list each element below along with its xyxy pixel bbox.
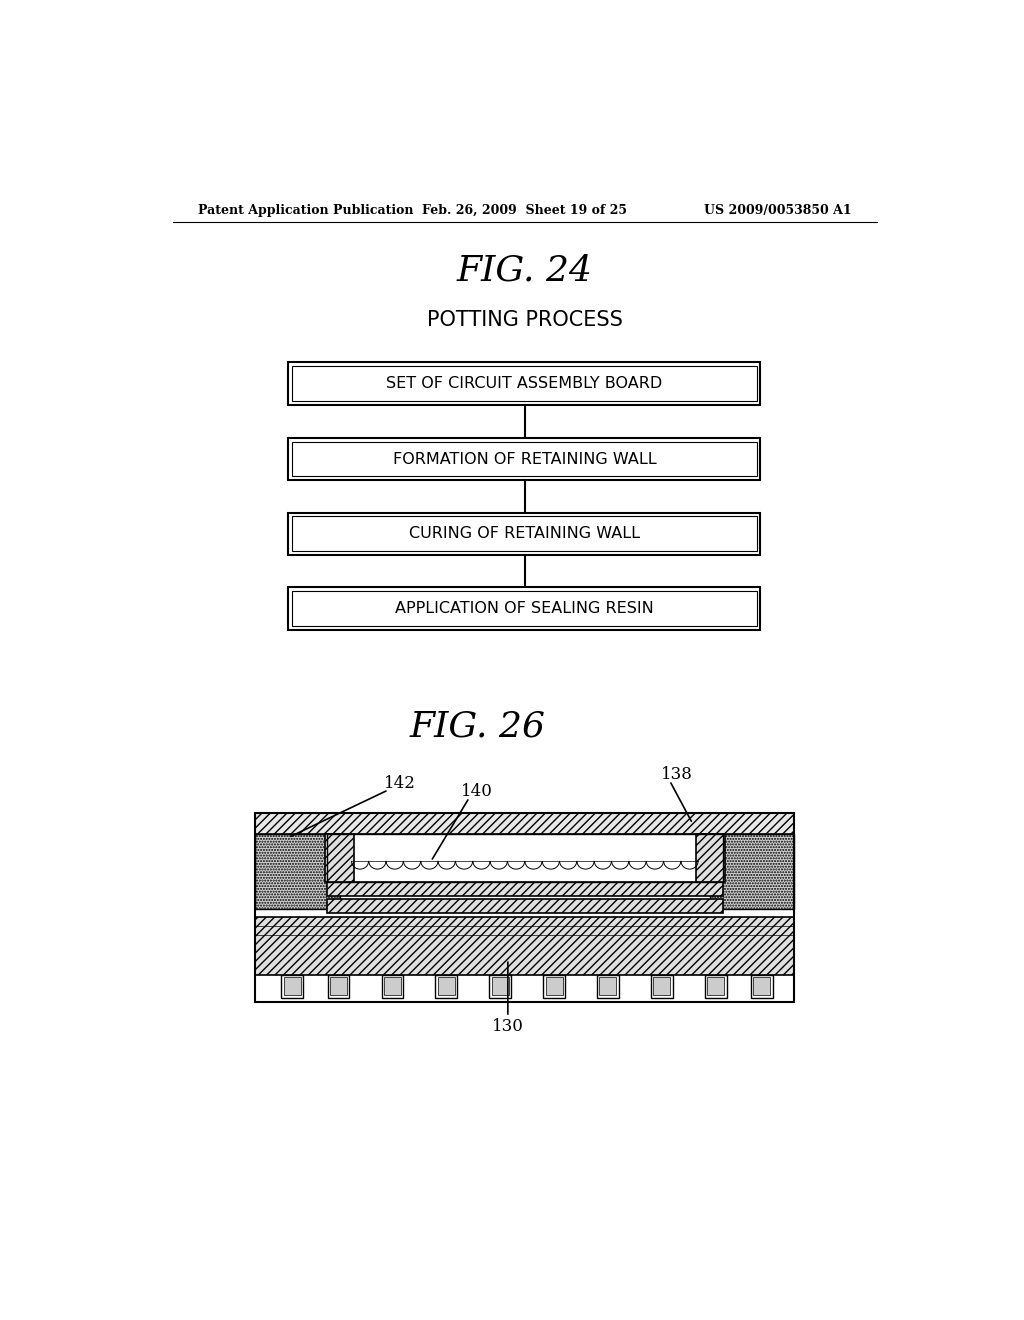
Bar [489,974,511,998]
Text: APPLICATION OF SEALING RESIN: APPLICATION OF SEALING RESIN [395,601,653,616]
Text: 138: 138 [662,766,693,783]
Bar [653,977,671,995]
Text: Patent Application Publication: Patent Application Publication [199,205,414,218]
Bar [289,587,761,630]
Bar [651,974,673,998]
Bar [752,974,773,998]
Bar [544,974,565,998]
Bar [599,977,616,995]
Bar [292,442,757,477]
Bar [492,977,509,995]
Bar [435,974,457,998]
Bar [255,813,795,834]
Bar [327,899,724,913]
Bar [438,977,455,995]
Bar [255,834,340,909]
Text: 140: 140 [461,783,493,800]
Bar [708,977,724,995]
Text: SET OF CIRCUIT ASSEMBLY BOARD: SET OF CIRCUIT ASSEMBLY BOARD [386,376,663,391]
Bar [289,512,761,554]
Text: 142: 142 [384,775,416,792]
Bar [327,834,724,882]
Bar [327,882,724,896]
Text: US 2009/0053850 A1: US 2009/0053850 A1 [703,205,851,218]
Bar [384,977,400,995]
Text: CURING OF RETAINING WALL: CURING OF RETAINING WALL [409,527,640,541]
Text: FIG. 24: FIG. 24 [457,253,593,286]
Bar [710,834,795,909]
Bar [330,977,347,995]
Bar [292,591,757,626]
Bar [325,834,354,882]
Bar [289,438,761,480]
Bar [382,974,403,998]
Bar [695,834,725,882]
Bar [292,516,757,552]
Text: FIG. 26: FIG. 26 [409,710,545,743]
Bar [282,974,303,998]
Bar [292,367,757,401]
Bar [546,977,562,995]
Text: 130: 130 [492,1019,524,1035]
Bar [754,977,770,995]
Text: Feb. 26, 2009  Sheet 19 of 25: Feb. 26, 2009 Sheet 19 of 25 [422,205,628,218]
Bar [289,363,761,405]
Bar [705,974,727,998]
Bar [284,977,301,995]
Bar [255,813,795,1002]
Bar [597,974,618,998]
Bar [255,917,795,974]
Text: POTTING PROCESS: POTTING PROCESS [427,310,623,330]
Bar [328,974,349,998]
Text: FORMATION OF RETAINING WALL: FORMATION OF RETAINING WALL [392,451,656,466]
